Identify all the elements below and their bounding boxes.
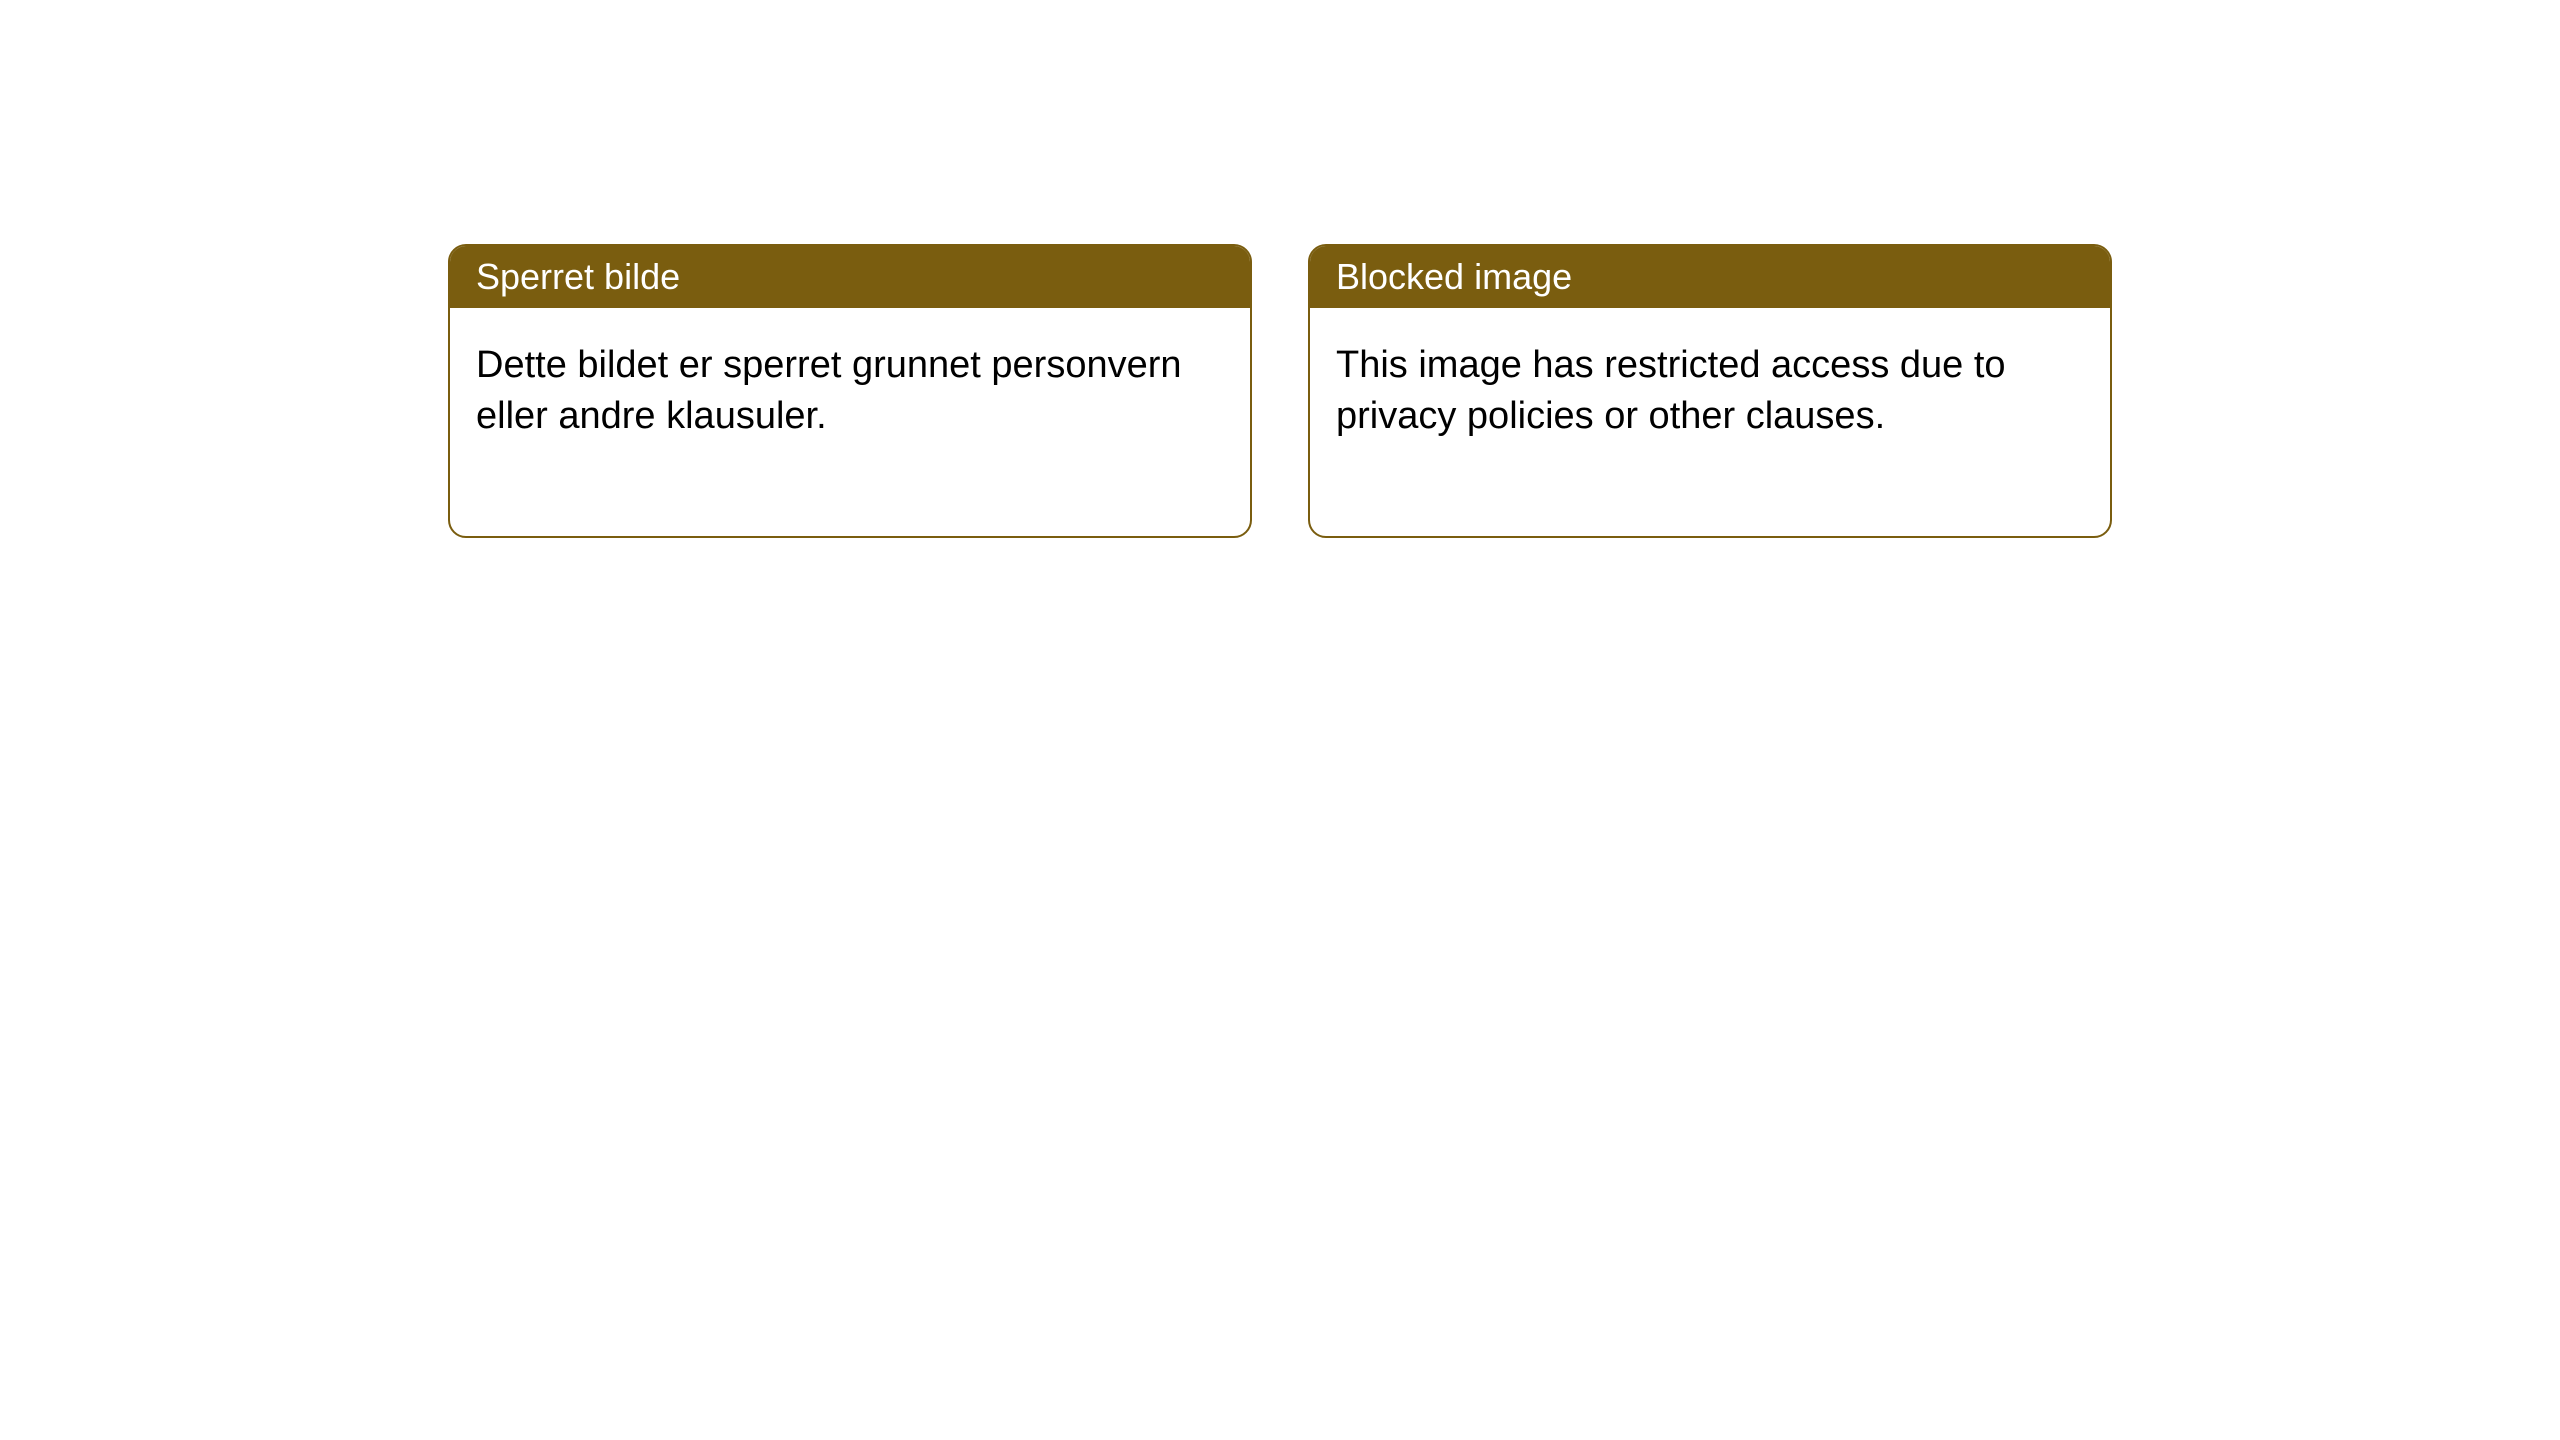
- notice-card-norwegian: Sperret bilde Dette bildet er sperret gr…: [448, 244, 1252, 538]
- notice-body: Dette bildet er sperret grunnet personve…: [450, 308, 1250, 536]
- notice-title: Blocked image: [1310, 246, 2110, 308]
- notice-title: Sperret bilde: [450, 246, 1250, 308]
- notice-container: Sperret bilde Dette bildet er sperret gr…: [0, 0, 2560, 538]
- notice-card-english: Blocked image This image has restricted …: [1308, 244, 2112, 538]
- notice-body: This image has restricted access due to …: [1310, 308, 2110, 536]
